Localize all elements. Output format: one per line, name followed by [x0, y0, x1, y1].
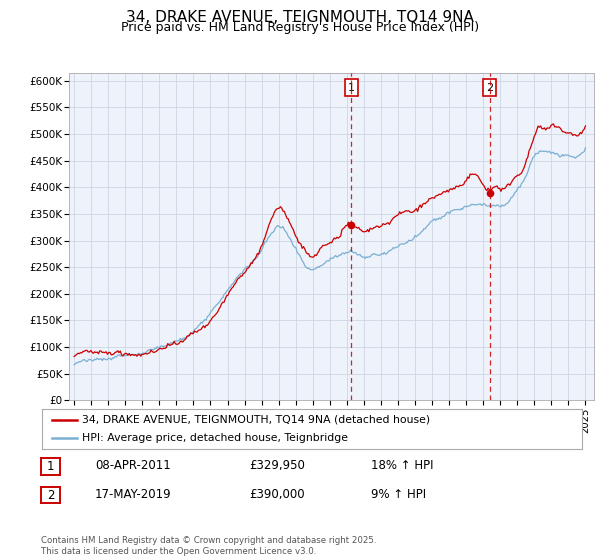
Text: HPI: Average price, detached house, Teignbridge: HPI: Average price, detached house, Teig… [83, 433, 349, 443]
Text: Contains HM Land Registry data © Crown copyright and database right 2025.
This d: Contains HM Land Registry data © Crown c… [41, 536, 376, 556]
Text: 2: 2 [486, 82, 493, 92]
Text: 1: 1 [348, 82, 355, 92]
Text: 9% ↑ HPI: 9% ↑ HPI [371, 488, 426, 501]
Text: £329,950: £329,950 [249, 459, 305, 473]
Text: 1: 1 [47, 460, 54, 473]
Text: 34, DRAKE AVENUE, TEIGNMOUTH, TQ14 9NA (detached house): 34, DRAKE AVENUE, TEIGNMOUTH, TQ14 9NA (… [83, 415, 431, 424]
Text: 18% ↑ HPI: 18% ↑ HPI [371, 459, 433, 473]
Text: 34, DRAKE AVENUE, TEIGNMOUTH, TQ14 9NA: 34, DRAKE AVENUE, TEIGNMOUTH, TQ14 9NA [126, 10, 474, 25]
Text: 08-APR-2011: 08-APR-2011 [95, 459, 170, 473]
Text: Price paid vs. HM Land Registry's House Price Index (HPI): Price paid vs. HM Land Registry's House … [121, 21, 479, 34]
Text: 2: 2 [47, 488, 54, 502]
Text: £390,000: £390,000 [249, 488, 305, 501]
Text: 17-MAY-2019: 17-MAY-2019 [95, 488, 172, 501]
